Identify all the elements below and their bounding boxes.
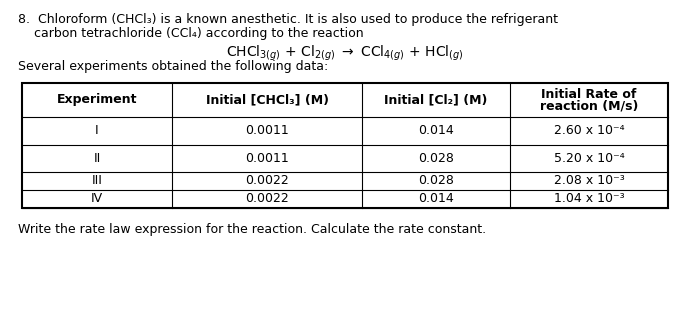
Text: Initial Rate of: Initial Rate of xyxy=(542,89,637,101)
Text: IV: IV xyxy=(91,192,103,206)
Text: Experiment: Experiment xyxy=(57,94,137,106)
Text: 1.04 x 10⁻³: 1.04 x 10⁻³ xyxy=(553,192,624,206)
Text: CHCl$_{3(g)}$ + Cl$_{2(g)}$ $\rightarrow$ CCl$_{4(g)}$ + HCl$_{(g)}$: CHCl$_{3(g)}$ + Cl$_{2(g)}$ $\rightarrow… xyxy=(226,44,464,63)
Text: 0.0022: 0.0022 xyxy=(245,192,289,206)
Text: Initial [CHCl₃] (M): Initial [CHCl₃] (M) xyxy=(206,94,328,106)
Text: Write the rate law expression for the reaction. Calculate the rate constant.: Write the rate law expression for the re… xyxy=(18,223,486,236)
Text: Initial [Cl₂] (M): Initial [Cl₂] (M) xyxy=(384,94,488,106)
Text: carbon tetrachloride (CCl₄) according to the reaction: carbon tetrachloride (CCl₄) according to… xyxy=(18,27,364,40)
Text: 2.08 x 10⁻³: 2.08 x 10⁻³ xyxy=(553,175,624,187)
Text: 0.014: 0.014 xyxy=(418,192,454,206)
Text: II: II xyxy=(93,152,101,165)
Text: III: III xyxy=(92,175,102,187)
Text: 5.20 x 10⁻⁴: 5.20 x 10⁻⁴ xyxy=(553,152,624,165)
Text: 0.014: 0.014 xyxy=(418,125,454,137)
Text: 0.0011: 0.0011 xyxy=(245,125,289,137)
Text: 2.60 x 10⁻⁴: 2.60 x 10⁻⁴ xyxy=(553,125,624,137)
Text: 0.028: 0.028 xyxy=(418,175,454,187)
Bar xyxy=(22,83,668,208)
Text: 0.0022: 0.0022 xyxy=(245,175,289,187)
Text: reaction (M/s): reaction (M/s) xyxy=(540,100,638,112)
Text: I: I xyxy=(95,125,99,137)
Text: Several experiments obtained the following data:: Several experiments obtained the followi… xyxy=(18,60,328,73)
Text: 8.  Chloroform (CHCl₃) is a known anesthetic. It is also used to produce the ref: 8. Chloroform (CHCl₃) is a known anesthe… xyxy=(18,13,558,26)
Text: 0.0011: 0.0011 xyxy=(245,152,289,165)
Text: 0.028: 0.028 xyxy=(418,152,454,165)
